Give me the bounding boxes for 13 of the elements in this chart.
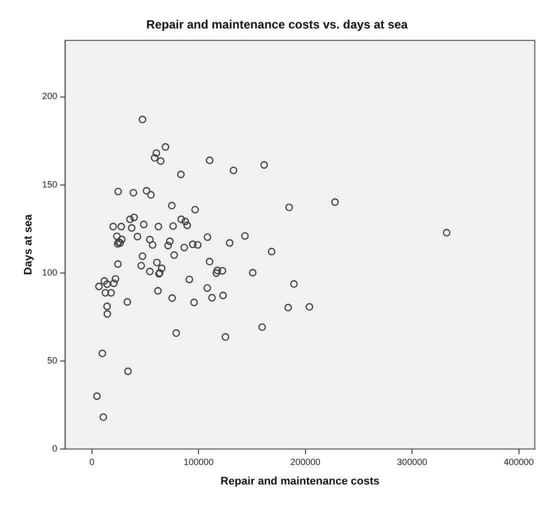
y-tick-label: 200 [42,91,58,102]
y-tick-label: 0 [52,443,58,454]
y-tick-label: 150 [42,179,58,190]
x-tick-label: 200000 [290,456,320,467]
x-axis-title: Repair and maintenance costs [220,475,380,488]
x-tick-label: 400000 [504,456,534,467]
y-tick-label: 100 [42,267,58,278]
x-tick-label: 0 [89,456,94,467]
x-tick-label: 100000 [184,456,214,467]
chart-title: Repair and maintenance costs vs. days at sea [146,18,408,32]
y-axis-title: Days at sea [22,214,35,275]
x-tick-label: 300000 [397,456,428,467]
y-tick-label: 50 [47,355,58,366]
